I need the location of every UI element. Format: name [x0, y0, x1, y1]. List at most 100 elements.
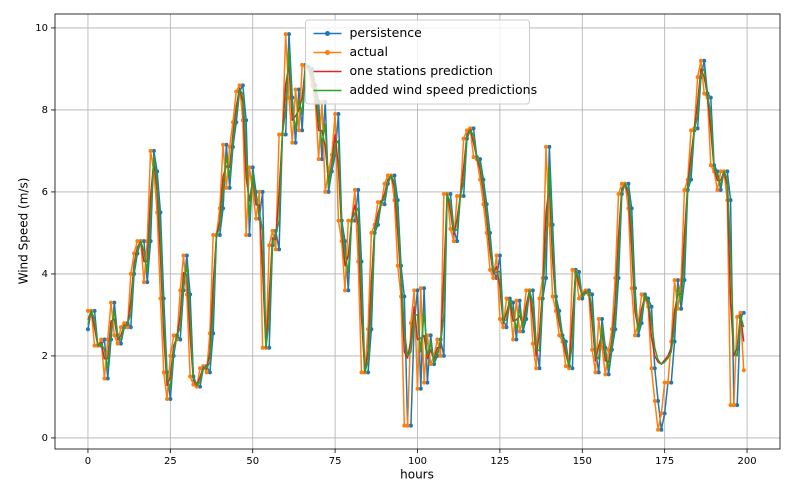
- data-point: [735, 403, 740, 408]
- data-point: [402, 423, 407, 428]
- data-point: [323, 189, 328, 194]
- data-point: [656, 399, 661, 404]
- data-point: [570, 366, 575, 371]
- data-point: [435, 337, 440, 342]
- data-point: [128, 271, 133, 276]
- data-point: [550, 294, 555, 299]
- data-point: [698, 58, 703, 63]
- data-point: [669, 380, 674, 385]
- data-point: [672, 278, 677, 283]
- data-point: [237, 83, 242, 88]
- data-point: [224, 185, 229, 190]
- data-point: [422, 380, 427, 385]
- data-point: [151, 148, 156, 153]
- x-tick-label: 25: [164, 456, 177, 467]
- data-point: [537, 296, 542, 301]
- data-point: [270, 228, 275, 233]
- data-point: [359, 370, 364, 375]
- data-point: [725, 169, 730, 174]
- data-point: [92, 343, 97, 348]
- data-point: [702, 91, 707, 96]
- legend-frame: [305, 19, 530, 105]
- data-point: [92, 308, 97, 313]
- data-point: [247, 232, 252, 237]
- data-point: [511, 300, 516, 305]
- data-point: [122, 321, 127, 326]
- data-point: [260, 345, 265, 350]
- data-point: [603, 372, 608, 377]
- data-point: [438, 353, 443, 358]
- data-point: [431, 362, 436, 367]
- data-point: [642, 292, 647, 297]
- data-point: [649, 366, 654, 371]
- data-point: [375, 200, 380, 205]
- data-point: [250, 165, 255, 170]
- data-point: [715, 187, 720, 192]
- data-point: [405, 423, 410, 428]
- data-point: [547, 144, 552, 149]
- data-point: [300, 62, 305, 67]
- data-point: [224, 142, 229, 147]
- x-tick-label: 150: [573, 456, 592, 467]
- data-point: [109, 300, 114, 305]
- data-point: [415, 288, 420, 293]
- data-point: [221, 142, 226, 147]
- data-point: [514, 337, 519, 342]
- data-point: [517, 298, 522, 303]
- data-point: [718, 187, 723, 192]
- data-point: [524, 288, 529, 293]
- plot-area: [55, 14, 780, 449]
- data-point: [468, 126, 473, 131]
- data-point: [135, 239, 140, 244]
- data-point: [273, 247, 278, 252]
- data-point: [695, 126, 700, 131]
- data-point: [455, 239, 460, 244]
- data-point: [382, 202, 387, 207]
- data-point: [471, 155, 476, 160]
- data-point: [293, 140, 298, 145]
- data-point: [672, 339, 677, 344]
- data-point: [382, 181, 387, 186]
- y-tick-label: 8: [42, 105, 48, 116]
- data-point: [448, 191, 453, 196]
- data-point: [665, 380, 670, 385]
- data-point: [652, 366, 657, 371]
- data-point: [544, 276, 549, 281]
- x-tick-label: 200: [737, 456, 756, 467]
- data-point: [656, 427, 661, 432]
- data-point: [168, 396, 173, 401]
- data-point: [85, 308, 90, 313]
- data-point: [478, 157, 483, 162]
- data-point: [741, 368, 746, 373]
- data-point: [247, 165, 252, 170]
- data-point: [497, 253, 502, 258]
- y-tick-label: 2: [42, 351, 48, 362]
- data-point: [188, 374, 193, 379]
- data-point: [563, 364, 568, 369]
- x-tick-label: 125: [490, 456, 509, 467]
- data-point: [277, 247, 282, 252]
- data-point: [333, 112, 338, 117]
- data-point: [731, 403, 736, 408]
- data-point: [428, 333, 433, 338]
- data-point: [267, 345, 272, 350]
- data-point: [461, 194, 466, 199]
- data-point: [718, 169, 723, 174]
- data-point: [471, 126, 476, 131]
- data-point: [118, 325, 123, 330]
- x-tick-label: 100: [408, 456, 427, 467]
- data-point: [702, 58, 707, 63]
- data-point: [728, 403, 733, 408]
- data-point: [497, 317, 502, 322]
- data-point: [679, 306, 684, 311]
- data-point: [606, 372, 611, 377]
- data-point: [277, 132, 282, 137]
- legend-marker: [325, 31, 330, 36]
- data-point: [343, 288, 347, 293]
- data-point: [544, 144, 549, 149]
- data-point: [290, 140, 295, 145]
- data-point: [689, 177, 694, 182]
- data-point: [171, 333, 176, 338]
- data-point: [689, 128, 694, 133]
- x-tick-label: 175: [655, 456, 674, 467]
